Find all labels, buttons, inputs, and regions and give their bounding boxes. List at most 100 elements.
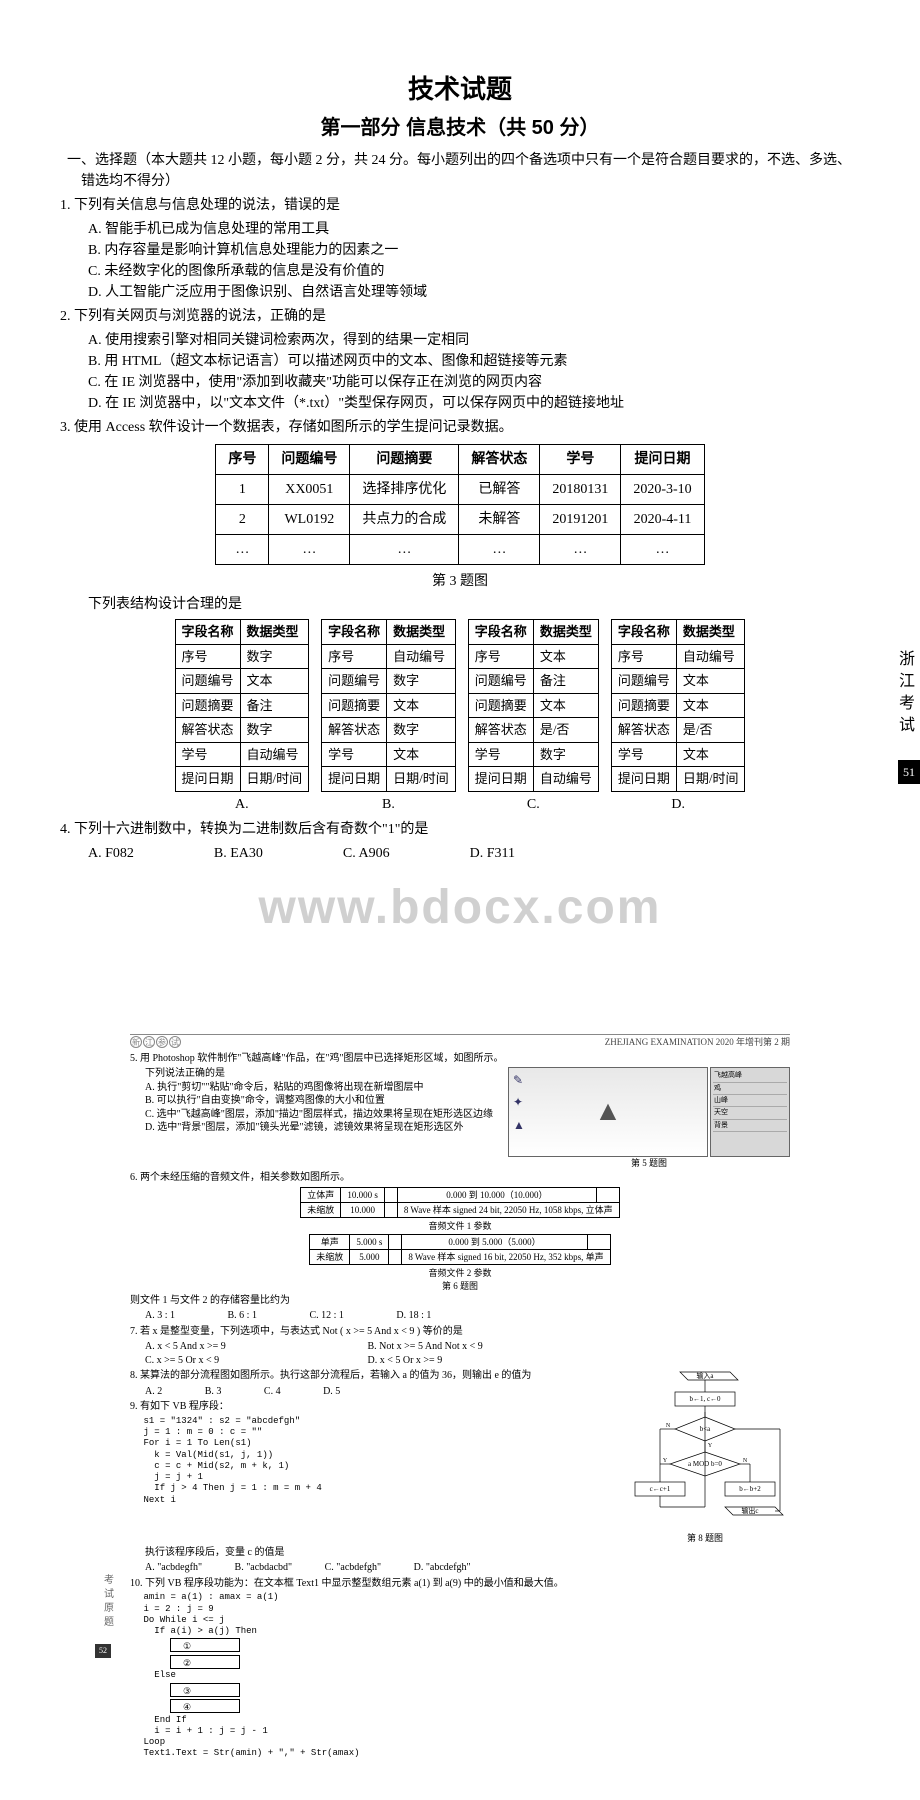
q5-B: B. 可以执行"自由变换"命令，调整鸡图像的大小和位置 (130, 1094, 502, 1108)
cell: 自动编号 (676, 644, 745, 669)
q3-th: 问题摘要 (350, 445, 459, 475)
q3-td: 2020-4-11 (621, 505, 704, 535)
svg-text:Y: Y (708, 1443, 713, 1449)
q5-C: C. 选中"飞越高峰"图层，添加"描边"图层样式，描边效果将呈现在矩形选区边缘 (130, 1108, 502, 1122)
q5-caption: 第 5 题图 (508, 1157, 790, 1169)
hdr: 数据类型 (240, 620, 309, 645)
q8-block: 8. 某算法的部分流程图如图所示。执行这部分流程后，若输入 a 的值为 36，则… (130, 1367, 790, 1544)
cell: 数字 (240, 644, 309, 669)
q1-A: A. 智能手机已成为信息处理的常用工具 (60, 219, 860, 240)
label-A: A. (175, 794, 310, 815)
cell: 备注 (240, 693, 309, 718)
opt: C. 4 (264, 1386, 281, 1397)
cell: 序号 (611, 644, 676, 669)
cell: 文本 (676, 742, 745, 767)
cell: 提问日期 (611, 767, 676, 792)
q7-row2: C. x >= 5 Or x < 9 D. x < 5 Or x >= 9 (130, 1354, 790, 1368)
svg-text:b←1, c←0: b←1, c←0 (689, 1395, 721, 1403)
q3-td: … (350, 535, 459, 565)
cell: 文本 (387, 742, 456, 767)
c: 10.000 (341, 1202, 385, 1217)
q9-opts: A. "acbdegfh" B. "acbdacbd" C. "acbdefgh… (130, 1561, 790, 1575)
q3-th: 问题编号 (269, 445, 350, 475)
part1-header: 一、选择题 (67, 151, 137, 167)
opt: A. "acbdegfh" (145, 1562, 202, 1573)
q4-C: C. A906 (343, 843, 390, 864)
side-tab: 浙江考试 (892, 650, 916, 738)
q7-stem: 7. 若 x 是整型变量，下列选项中，与表达式 Not ( x >= 5 And… (130, 1325, 790, 1339)
q10-box-3: ③ (170, 1683, 240, 1697)
tool-icon: ✎ (513, 1072, 525, 1088)
cell: 学号 (468, 742, 533, 767)
q10-code-mid: Else (130, 1670, 790, 1681)
q9-sub: 执行该程序段后，变量 c 的值是 (130, 1546, 790, 1560)
c: 0.000 到 5.000（5.000） (402, 1235, 587, 1250)
layer: 飞越高峰 (713, 1070, 787, 1082)
q8-caption: 第 8 题图 (620, 1532, 790, 1544)
q4-opts: A. F082 B. EA30 C. A906 D. F311 (60, 843, 860, 864)
c: 未缩放 (301, 1202, 341, 1217)
q8-flowchart: 输入a b←1, c←0 b<a a MOD b=0 c←c+1 b←b+2 输… (620, 1367, 790, 1544)
ps-canvas: ✎✦▲ ▲ (508, 1067, 708, 1157)
q3-td: 20180131 (540, 475, 621, 505)
cell: 问题编号 (468, 669, 533, 694)
label-B: B. (321, 794, 456, 815)
cell: 学号 (175, 742, 240, 767)
cell: 提问日期 (322, 767, 387, 792)
q5-block: 下列说法正确的是 A. 执行"剪切""粘贴"命令后，粘贴的鸡图像将出现在新增图层… (130, 1067, 790, 1169)
cell: 自动编号 (240, 742, 309, 767)
cell: 自动编号 (387, 644, 456, 669)
q6-sub: 则文件 1 与文件 2 的存储容量比约为 (130, 1294, 790, 1308)
hdr: 字段名称 (322, 620, 387, 645)
q6-stem: 6. 两个未经压缩的音频文件，相关参数如图所示。 (130, 1171, 790, 1185)
q3-td: … (459, 535, 540, 565)
c: 10.000 s (341, 1187, 385, 1202)
cell: 解答状态 (468, 718, 533, 743)
svg-text:N: N (743, 1458, 748, 1464)
cell: 解答状态 (322, 718, 387, 743)
cell: 解答状态 (611, 718, 676, 743)
opt: D. "abcdefgh" (414, 1562, 471, 1573)
cell: 学号 (322, 742, 387, 767)
q3-struct-tables: 字段名称数据类型 序号数字 问题编号文本 问题摘要备注 解答状态数字 学号自动编… (60, 619, 860, 815)
title-main: 技术试题 (60, 70, 860, 109)
c: 5.000 s (350, 1235, 389, 1250)
q2-B: B. 用 HTML（超文本标记语言）可以描述网页中的文本、图像和超链接等元素 (60, 351, 860, 372)
opt: A. 2 (145, 1386, 162, 1397)
q4-B: B. EA30 (214, 843, 263, 864)
q7-A: A. x < 5 And x >= 9 (145, 1340, 365, 1354)
q7-B: B. Not x >= 5 And Not x < 9 (368, 1341, 483, 1352)
q3-td: 未解答 (459, 505, 540, 535)
hdr: 字段名称 (611, 620, 676, 645)
ps-figure: ✎✦▲ ▲ 飞越高峰 鸡 山峰 天空 背景 第 5 题图 (508, 1067, 790, 1169)
header-circles: 新 江 参 试 (130, 1036, 181, 1048)
cell: 文本 (533, 644, 598, 669)
ps-tools: ✎✦▲ (513, 1072, 525, 1133)
cell: 解答状态 (175, 718, 240, 743)
opt: D. 5 (323, 1386, 340, 1397)
cell: 问题摘要 (175, 693, 240, 718)
opt: B. 3 (205, 1386, 222, 1397)
q9-stem: 9. 有如下 VB 程序段： (130, 1400, 610, 1414)
hdr: 数据类型 (676, 620, 745, 645)
q3-td: … (269, 535, 350, 565)
q3-sub: 下列表结构设计合理的是 (60, 594, 860, 615)
q4-D: D. F311 (470, 843, 515, 864)
q1-C: C. 未经数字化的图像所承载的信息是没有价值的 (60, 261, 860, 282)
circle-icon: 新 (130, 1036, 142, 1048)
cell: 是/否 (676, 718, 745, 743)
q3-td: XX0051 (269, 475, 350, 505)
q3-th: 解答状态 (459, 445, 540, 475)
q10-box-4: ④ (170, 1699, 240, 1713)
q8-stem: 8. 某算法的部分流程图如图所示。执行这部分流程后，若输入 a 的值为 36，则… (130, 1369, 610, 1383)
q10-code-pre: amin = a(1) : amax = a(1) i = 2 : j = 9 … (130, 1592, 790, 1637)
cell: 备注 (533, 669, 598, 694)
page-1: 技术试题 第一部分 信息技术（共 50 分） 一、选择题（本大题共 12 小题，… (0, 0, 920, 1014)
page-2: 新 江 参 试 ZHEJIANG EXAMINATION 2020 年增刊第 2… (0, 1014, 920, 1800)
circle-icon: 参 (156, 1036, 168, 1048)
tool-icon: ✦ (513, 1094, 525, 1110)
svg-text:输入a: 输入a (696, 1371, 714, 1380)
c (587, 1235, 610, 1250)
q3-td: 1 (216, 475, 269, 505)
cell: 提问日期 (468, 767, 533, 792)
